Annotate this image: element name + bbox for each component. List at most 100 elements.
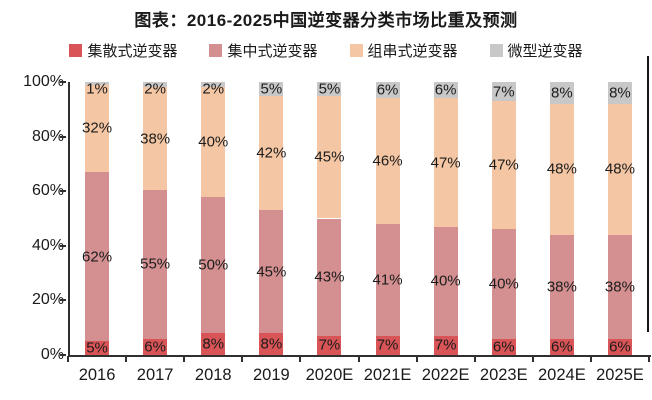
x-axis-tick-mark [473,356,476,362]
bar-segment-2023E-s0 [491,338,516,355]
legend-swatch-string-icon [349,44,363,57]
y-axis-tick-label: 0% [40,346,64,363]
y-axis-tick-mark [60,354,66,356]
x-axis-category-label: 2019 [252,366,290,384]
right-edge-line [647,56,649,332]
bar-segment-2021E-s0 [375,335,400,355]
bar-segment-2023E-s3 [491,82,516,102]
y-axis-tick-mark [60,244,66,247]
bar-segment-2020E-s3 [317,82,342,96]
segment-value-label: 43% [314,268,345,286]
segment-value-label: 5% [318,80,341,98]
x-axis-tick-mark [357,356,360,362]
segment-value-label: 55% [140,255,171,273]
segment-value-label: 32% [82,119,113,137]
x-axis-category-label: 2021E [363,366,412,384]
y-axis-tick-label: 100% [23,73,64,90]
y-axis-tick-label: 40% [31,236,64,254]
segment-value-label: 5% [260,80,283,98]
x-axis-tick-mark [183,356,186,362]
x-axis-category-label: 2018 [194,366,232,384]
bar-segment-2020E-s1 [317,218,342,336]
segment-value-label: 62% [82,248,113,266]
segment-value-label: 8% [551,84,573,102]
segment-value-label: 7% [318,336,341,354]
legend-item-centralized: 集中式逆变器 [209,40,318,61]
bar-segment-2020E-s2 [317,95,342,219]
segment-value-label: 38% [604,278,635,296]
x-axis-tick-mark [589,356,592,362]
x-axis-category-label: 2017 [136,366,174,384]
bar-segment-2021E-s2 [375,98,400,224]
segment-value-label: 8% [202,335,225,353]
bar-segment-2023E-s2 [491,101,516,230]
bar-segment-2022E-s0 [433,335,458,355]
x-axis-tick-mark [531,356,534,362]
legend-item-micro: 微型逆变器 [489,40,583,61]
segment-value-label: 5% [86,339,108,357]
bar-segment-2018-s3 [201,82,226,88]
segment-value-label: 42% [256,144,287,162]
bar-segment-2016-s3 [85,82,110,85]
segment-value-label: 8% [609,84,631,102]
bar-segment-2022E-s3 [433,82,458,99]
bar-segment-2024E-s0 [549,338,574,355]
bar-segment-2025E-s1 [607,234,632,339]
segment-value-label: 6% [144,338,166,356]
legend-item-string: 组串式逆变器 [349,40,458,61]
segment-value-label: 7% [434,336,457,354]
bar-segment-2020E-s0 [317,335,342,355]
legend-label-string: 组串式逆变器 [367,43,458,60]
segment-value-label: 40% [488,275,519,293]
bar-segment-2019-s1 [259,210,284,334]
bar-segment-2019-s3 [259,82,284,96]
segment-value-label: 48% [546,160,577,178]
segment-value-label: 47% [488,156,519,174]
bar-segment-2022E-s2 [433,98,458,227]
y-axis-tick-label: 60% [31,182,64,200]
chart-legend: 集散式逆变器 集中式逆变器 组串式逆变器 微型逆变器 [0,40,652,61]
bar-segment-2024E-s3 [549,82,574,104]
bar-segment-2018-s0 [201,333,226,355]
y-axis-tick-mark [60,190,66,193]
y-axis-tick-mark [60,135,66,138]
plot-area [68,82,651,357]
bar-segment-2016-s0 [85,341,110,355]
bar-segment-2017-s3 [143,82,168,88]
segment-value-label: 6% [434,81,457,99]
segment-value-label: 6% [609,338,631,356]
segment-value-label: 7% [492,83,515,101]
x-axis-category-label: 2024E [537,366,586,384]
legend-label-distributed: 集散式逆变器 [87,43,178,60]
segment-value-label: 8% [260,335,283,353]
x-axis-category-label: 2020E [305,366,354,384]
segment-value-label: 45% [256,263,287,281]
y-axis-tick-label: 20% [31,291,64,309]
segment-value-label: 41% [372,271,403,289]
segment-value-label: 6% [551,338,573,356]
bar-segment-2022E-s1 [433,226,458,336]
legend-item-distributed: 集散式逆变器 [69,40,177,61]
bar-segment-2025E-s0 [607,338,632,355]
x-axis-tick-mark [125,356,128,362]
x-axis-category-label: 2025E [596,366,644,384]
segment-value-label: 48% [604,160,635,178]
bar-segment-2021E-s3 [375,82,400,99]
bar-segment-2018-s2 [201,87,226,197]
segment-value-label: 2% [144,80,166,98]
x-axis-category-label: 2023E [479,366,528,384]
bar-segment-2019-s2 [259,95,284,211]
segment-value-label: 46% [372,152,403,170]
segment-value-label: 40% [198,133,229,151]
bar-segment-2018-s1 [201,196,226,334]
y-axis-tick-label: 80% [31,127,64,145]
segment-value-label: 1% [86,80,108,98]
bar-segment-2017-s0 [143,338,168,355]
legend-swatch-centralized-icon [209,44,223,57]
x-axis-category-label: 2022E [421,366,470,384]
segment-value-label: 6% [376,81,399,99]
segment-value-label: 40% [430,272,461,290]
segment-value-label: 47% [430,154,461,172]
legend-swatch-distributed-icon [69,44,83,57]
